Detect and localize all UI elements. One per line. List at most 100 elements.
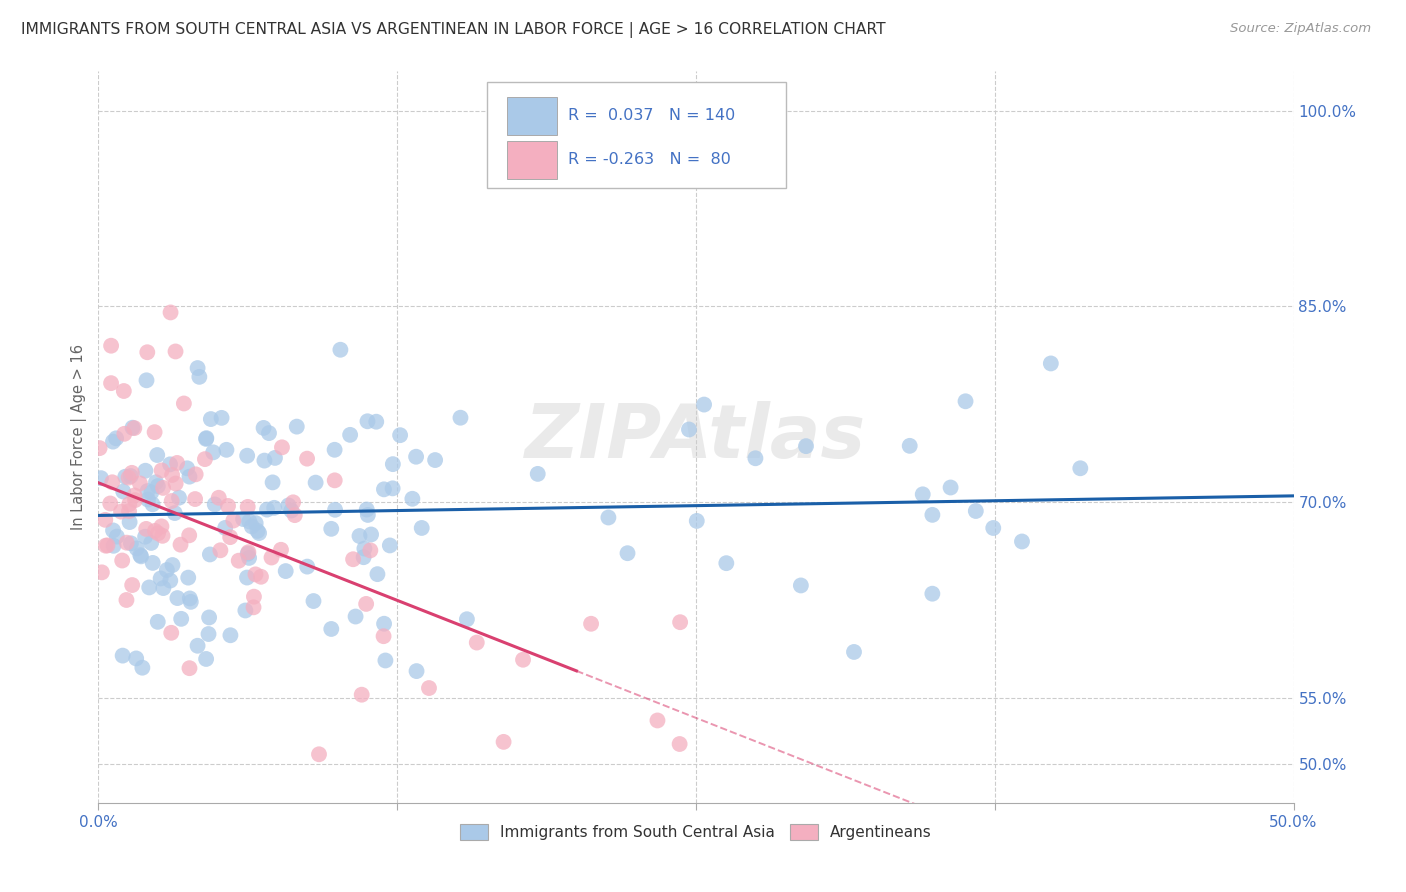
Point (184, 467, 207, 482)
Point (136, 345, 159, 359)
Point (159, 305, 181, 319)
Point (350, 688, 373, 702)
Point (134, 530, 156, 544)
Point (465, 635, 488, 649)
Point (124, 493, 146, 508)
Point (911, 487, 934, 501)
Point (101, 475, 124, 490)
Point (321, 522, 343, 536)
Point (236, 449, 259, 463)
Point (138, 581, 160, 595)
Point (235, 603, 257, 617)
Point (381, 481, 404, 495)
Point (145, 475, 167, 490)
Text: Source: ZipAtlas.com: Source: ZipAtlas.com (1230, 22, 1371, 36)
Point (120, 469, 142, 483)
Point (180, 595, 202, 609)
Point (245, 516, 267, 531)
Point (146, 526, 169, 541)
Point (217, 499, 239, 513)
Point (238, 515, 260, 529)
Point (103, 539, 125, 553)
Point (921, 508, 943, 522)
Point (149, 572, 172, 586)
Point (357, 508, 380, 522)
Point (295, 451, 318, 466)
Point (423, 453, 446, 467)
Point (965, 504, 987, 518)
Point (245, 567, 267, 582)
Point (195, 432, 218, 446)
Point (339, 428, 361, 442)
Point (163, 506, 186, 520)
Point (374, 653, 396, 667)
Y-axis label: In Labor Force | Age > 16: In Labor Force | Age > 16 (72, 344, 87, 530)
Point (160, 467, 183, 482)
Point (418, 681, 440, 695)
Point (101, 434, 124, 449)
Point (112, 384, 135, 398)
Point (209, 543, 232, 558)
Point (117, 470, 139, 484)
Point (136, 492, 159, 507)
Point (187, 639, 209, 653)
Point (143, 524, 166, 538)
Point (790, 578, 813, 592)
Point (373, 629, 395, 643)
Point (195, 431, 218, 445)
Point (353, 541, 375, 556)
Point (150, 519, 173, 533)
Point (378, 538, 401, 552)
Point (214, 521, 236, 535)
Point (285, 419, 308, 434)
Point (141, 485, 163, 500)
Point (141, 497, 163, 511)
Point (179, 469, 201, 483)
Point (236, 500, 259, 514)
Point (308, 747, 330, 762)
Point (356, 502, 378, 516)
Text: ZIPAtlas: ZIPAtlas (526, 401, 866, 474)
Point (143, 425, 166, 439)
Point (166, 591, 188, 605)
Point (456, 612, 478, 626)
Point (359, 543, 381, 558)
Point (1069, 461, 1091, 475)
Point (344, 609, 367, 624)
Point (100, 376, 122, 391)
Point (166, 456, 188, 470)
Point (222, 514, 245, 528)
Point (115, 593, 138, 607)
Point (136, 484, 159, 499)
Point (125, 541, 148, 556)
Point (96, 538, 118, 552)
Point (281, 495, 304, 509)
Point (693, 398, 716, 412)
Point (579, 616, 602, 631)
Point (263, 500, 285, 515)
Point (118, 497, 141, 511)
Point (238, 550, 260, 565)
Point (450, 410, 472, 425)
Point (105, 431, 128, 445)
Point (842, 645, 865, 659)
Point (112, 484, 135, 499)
Text: IMMIGRANTS FROM SOUTH CENTRAL ASIA VS ARGENTINEAN IN LABOR FORCE | AGE > 16 CORR: IMMIGRANTS FROM SOUTH CENTRAL ASIA VS AR… (21, 22, 886, 38)
Point (118, 504, 141, 518)
Point (678, 423, 700, 437)
Point (142, 556, 165, 570)
Point (323, 442, 346, 457)
Point (160, 625, 183, 640)
Point (939, 481, 962, 495)
Point (121, 466, 143, 480)
Point (401, 491, 423, 506)
Point (94, 539, 117, 553)
Point (89, 441, 111, 455)
Point (381, 457, 404, 471)
Point (297, 559, 319, 574)
Text: R = -0.263   N =  80: R = -0.263 N = 80 (568, 153, 731, 168)
Point (129, 548, 152, 562)
Point (150, 463, 173, 477)
Point (129, 476, 152, 491)
Point (616, 546, 638, 560)
